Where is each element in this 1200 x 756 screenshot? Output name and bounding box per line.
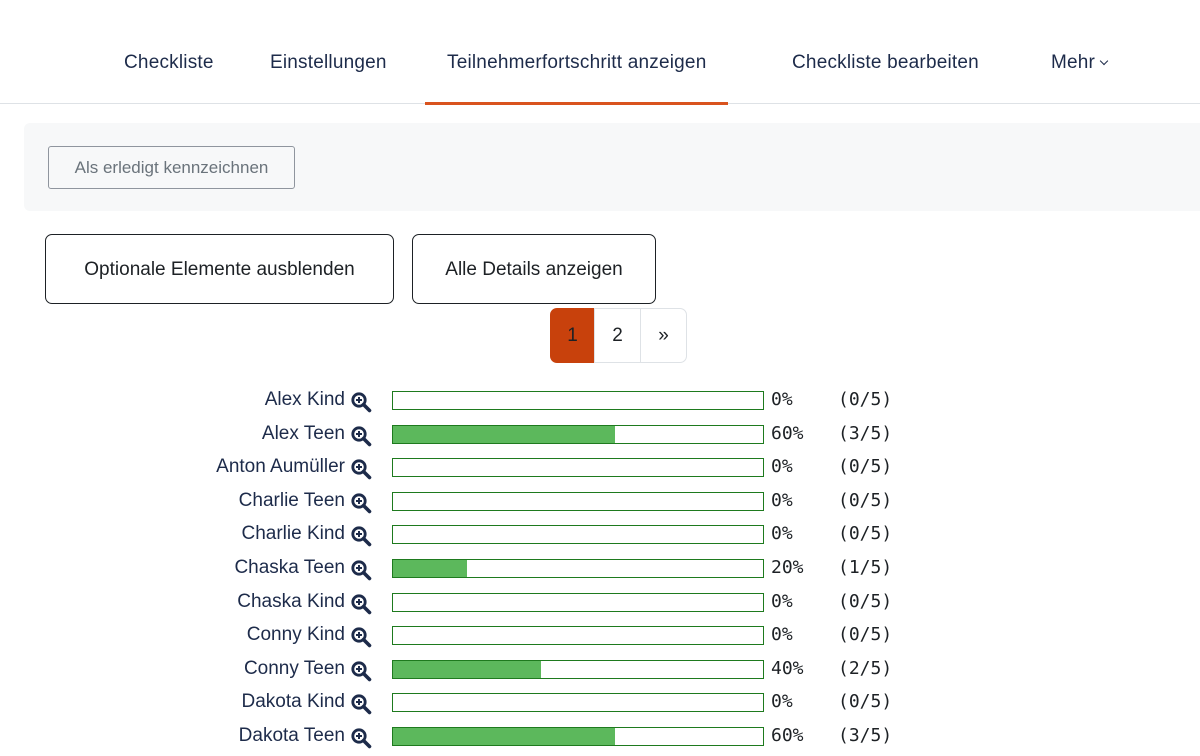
participant-name-link[interactable]: Dakota Teen: [238, 725, 345, 746]
hide-optional-items-button[interactable]: Optionale Elemente ausblenden: [45, 234, 394, 304]
participant-row: Chaska Teen 20% (1/5): [0, 551, 1200, 585]
zoom-in-icon[interactable]: [350, 391, 372, 413]
tab-mehr[interactable]: Mehr: [1051, 52, 1109, 104]
secondary-navigation: Checkliste Einstellungen Teilnehmerforts…: [0, 0, 1200, 105]
progress-count: (0/5): [838, 489, 893, 511]
progress-count: (2/5): [838, 657, 893, 679]
zoom-in-icon[interactable]: [350, 525, 372, 547]
tab-checkliste-bearbeiten[interactable]: Checkliste bearbeiten: [792, 52, 979, 73]
tab-teilnehmerfortschritt[interactable]: Teilnehmerfortschritt anzeigen: [424, 52, 729, 105]
progress-bar: [392, 693, 764, 713]
zoom-in-icon[interactable]: [350, 727, 372, 749]
tab-einstellungen[interactable]: Einstellungen: [270, 52, 387, 73]
progress-count: (0/5): [838, 523, 893, 545]
progress-percent: 0%: [771, 456, 793, 478]
progress-percent: 40%: [771, 657, 804, 679]
chevron-down-icon: [1099, 56, 1109, 66]
progress-bar: [392, 626, 764, 646]
progress-bar: [392, 424, 764, 444]
zoom-in-icon[interactable]: [350, 593, 372, 615]
progress-bar-fill: [393, 728, 615, 745]
progress-percent: 60%: [771, 725, 804, 746]
zoom-in-icon[interactable]: [350, 559, 372, 581]
participant-name-link[interactable]: Chaska Teen: [234, 557, 345, 578]
tab-mehr-label: Mehr: [1051, 52, 1096, 73]
participant-row: Conny Kind 0% (0/5): [0, 618, 1200, 652]
participant-row: Alex Teen 60% (3/5): [0, 417, 1200, 451]
tab-checkliste[interactable]: Checkliste: [124, 52, 214, 73]
progress-count: (0/5): [838, 624, 893, 646]
participant-row: Charlie Teen 0% (0/5): [0, 484, 1200, 518]
progress-count: (0/5): [838, 456, 893, 478]
pagination: 1 2 »: [550, 308, 687, 363]
progress-bar-fill: [393, 660, 541, 678]
progress-count: (3/5): [838, 725, 893, 746]
participant-row: Anton Aumüller 0% (0/5): [0, 450, 1200, 484]
participant-name-link[interactable]: Charlie Teen: [238, 489, 345, 511]
progress-bar: [392, 391, 764, 410]
zoom-in-icon[interactable]: [350, 458, 372, 480]
progress-percent: 60%: [771, 422, 804, 444]
page-1-link[interactable]: 1: [550, 308, 595, 363]
participant-name-link[interactable]: Anton Aumüller: [216, 456, 345, 478]
zoom-in-icon[interactable]: [350, 425, 372, 447]
progress-percent: 20%: [771, 557, 804, 578]
mark-done-button[interactable]: Als erledigt kennzeichnen: [48, 146, 295, 189]
progress-bar: [392, 659, 764, 679]
progress-percent: 0%: [771, 691, 793, 713]
participant-name-link[interactable]: Alex Teen: [261, 422, 345, 444]
zoom-in-icon[interactable]: [350, 693, 372, 715]
participant-row: Charlie Kind 0% (0/5): [0, 517, 1200, 551]
progress-count: (0/5): [838, 590, 893, 612]
progress-percent: 0%: [771, 489, 793, 511]
progress-bar-fill: [393, 425, 615, 443]
progress-bar: [392, 559, 764, 578]
zoom-in-icon[interactable]: [350, 626, 372, 648]
progress-count: (3/5): [838, 422, 893, 444]
progress-bar-fill: [393, 560, 467, 577]
progress-bar: [392, 458, 764, 478]
participant-row: Dakota Teen 60% (3/5): [0, 719, 1200, 753]
participant-name-link[interactable]: Conny Kind: [246, 624, 345, 646]
progress-count: (0/5): [838, 389, 893, 410]
progress-percent: 0%: [771, 590, 793, 612]
progress-bar: [392, 525, 764, 545]
page-2-link[interactable]: 2: [594, 308, 641, 363]
participant-name-link[interactable]: Conny Teen: [243, 657, 345, 679]
participant-name-link[interactable]: Chaska Kind: [237, 590, 345, 612]
participant-row: Chaska Kind 0% (0/5): [0, 585, 1200, 619]
progress-percent: 0%: [771, 389, 793, 410]
progress-count: (0/5): [838, 691, 893, 713]
zoom-in-icon[interactable]: [350, 660, 372, 682]
progress-count: (1/5): [838, 557, 893, 578]
next-page-link[interactable]: »: [640, 308, 687, 363]
toolbar-panel: Als erledigt kennzeichnen: [24, 123, 1200, 211]
participant-name-link[interactable]: Alex Kind: [264, 389, 345, 410]
progress-bar: [392, 727, 764, 746]
participant-row: Dakota Kind 0% (0/5): [0, 685, 1200, 719]
progress-bar: [392, 491, 764, 511]
progress-bar: [392, 592, 764, 612]
progress-percent: 0%: [771, 523, 793, 545]
participant-name-link[interactable]: Dakota Kind: [241, 691, 345, 713]
progress-percent: 0%: [771, 624, 793, 646]
show-all-details-button[interactable]: Alle Details anzeigen: [412, 234, 656, 304]
participant-name-link[interactable]: Charlie Kind: [241, 523, 346, 545]
participant-row: Alex Kind 0% (0/5): [0, 383, 1200, 417]
zoom-in-icon[interactable]: [350, 492, 372, 514]
participant-row: Conny Teen 40% (2/5): [0, 652, 1200, 686]
